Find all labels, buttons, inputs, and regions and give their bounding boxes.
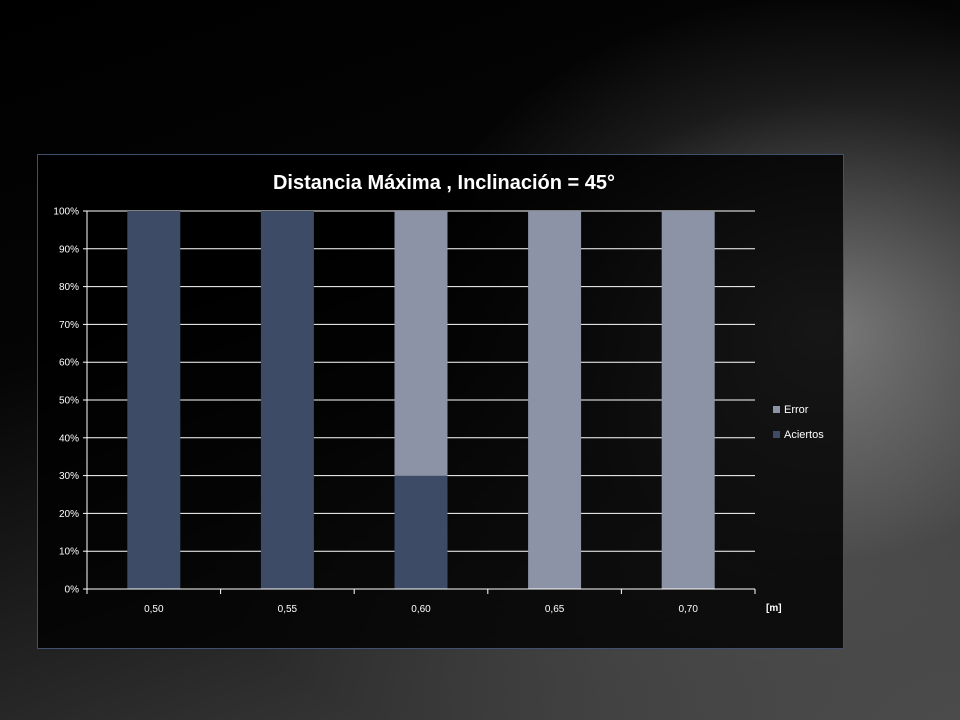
bars [127, 211, 715, 589]
y-tick-label: 30% [59, 471, 79, 482]
bar-aciertos-0-55 [260, 211, 314, 589]
legend-label-aciertos: Aciertos [784, 429, 824, 441]
chart-frame: Distancia Máxima , Inclinación = 45° 0% 1… [37, 154, 844, 649]
y-tick-label: 90% [59, 244, 79, 255]
x-tick-label: 0,70 [678, 604, 698, 615]
legend-swatch-aciertos [773, 431, 780, 438]
chart-title: Distancia Máxima , Inclinación = 45° [273, 172, 615, 194]
y-tick-label: 10% [59, 547, 79, 558]
x-unit-label: [m] [766, 603, 782, 614]
y-tick-label: 40% [59, 433, 79, 444]
x-axis-ticks: 0,50 0,55 0,60 0,65 0,70 [86, 589, 756, 615]
y-tick-label: 70% [59, 320, 79, 331]
bar-error-0-65 [528, 211, 582, 589]
x-tick-label: 0,60 [411, 604, 431, 615]
y-axis-ticks: 0% 10% 20% 30% 40% 50% 60% 70% 80% 90% 100% [53, 207, 755, 596]
bar-error-0-60 [394, 211, 448, 476]
legend: Error Aciertos [773, 404, 824, 441]
legend-label-error: Error [784, 404, 809, 416]
x-tick-label: 0,50 [144, 604, 164, 615]
legend-swatch-error [773, 406, 780, 413]
bar-error-0-70 [661, 211, 715, 589]
y-tick-label: 20% [59, 509, 79, 520]
chart: Distancia Máxima , Inclinación = 45° 0% 1… [53, 172, 824, 615]
y-tick-label: 80% [59, 282, 79, 293]
y-tick-label: 60% [59, 358, 79, 369]
x-tick-label: 0,55 [278, 604, 298, 615]
x-tick-label: 0,65 [545, 604, 565, 615]
y-tick-label: 50% [59, 396, 79, 407]
y-tick-label: 100% [53, 207, 79, 218]
bar-aciertos-0-50 [127, 211, 181, 589]
y-tick-label: 0% [65, 585, 80, 596]
bar-aciertos-0-60 [394, 475, 448, 589]
